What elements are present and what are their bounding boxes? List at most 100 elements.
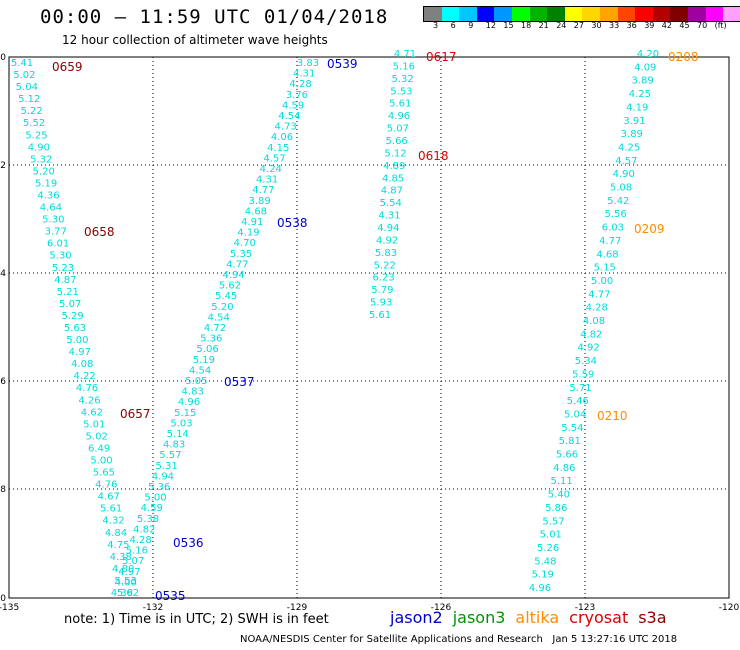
- x-axis-labels: -135 -132 -129 -126 -123 -120: [0, 603, 739, 613]
- wave-height-value: 5.59: [572, 369, 594, 380]
- wave-height-value: 4.26: [78, 395, 100, 406]
- wave-height-value: 5.25: [25, 130, 47, 141]
- wave-height-value: 6.03: [602, 223, 624, 234]
- y-tick-label: 0: [0, 53, 6, 63]
- wave-height-value: 4.73: [275, 122, 297, 133]
- legend-label: 45: [679, 21, 690, 30]
- wave-height-value: 4.87: [54, 275, 76, 286]
- grid-lines: [9, 57, 729, 598]
- legend-label: 15: [503, 21, 514, 30]
- wave-height-value: 5.19: [193, 355, 215, 366]
- wave-height-value: 4.83: [163, 440, 185, 451]
- wave-height-value: 4.31: [378, 211, 400, 222]
- wave-height-value: 5.93: [370, 298, 392, 309]
- pass-time-label: 0535: [155, 589, 186, 603]
- wave-height-value: 4.82: [133, 524, 155, 535]
- satellite-cryosat: cryosat: [569, 608, 629, 627]
- wave-height-value: 4.70: [234, 238, 256, 249]
- wave-height-value: 5.29: [61, 311, 83, 322]
- wave-height-value: 5.86: [545, 503, 567, 514]
- wave-height-value: 4.87: [381, 186, 403, 197]
- wave-height-value: 5.34: [575, 356, 597, 367]
- wave-height-value: 5.02: [86, 431, 108, 442]
- legend-label: 21: [538, 21, 549, 30]
- wave-height-value: 4.96: [388, 111, 410, 122]
- plot-frame: [8, 56, 730, 599]
- wave-height-value: 3.91: [623, 116, 645, 127]
- legend-swatch: [617, 7, 636, 21]
- wave-height-value: 4.15: [267, 143, 289, 154]
- pass-time-label: 0617: [426, 50, 457, 64]
- wave-height-value: 5.45: [215, 291, 237, 302]
- legend-label: 12: [485, 21, 496, 30]
- wave-height-value: 5.66: [556, 450, 578, 461]
- page-title: 00:00 – 11:59 UTC 01/04/2018: [40, 6, 389, 28]
- wave-height-value: 4.68: [596, 249, 618, 260]
- wave-height-value: 5.36: [148, 482, 170, 493]
- credit-text: NOAA/NESDIS Center for Satellite Applica…: [240, 634, 543, 645]
- wave-height-value: 5.00: [66, 335, 88, 346]
- wave-height-value: 4.36: [37, 191, 59, 202]
- wave-height-value: 4.96: [529, 583, 551, 594]
- color-scale-legend: [423, 6, 740, 22]
- wave-height-value: 5.11: [550, 476, 572, 487]
- wave-height-value: 4.54: [208, 312, 230, 323]
- wave-height-value: 5.71: [569, 383, 591, 394]
- wave-height-value: 4.76: [95, 480, 117, 491]
- wave-height-value: 4.77: [252, 185, 274, 196]
- wave-height-value: 5.32: [30, 154, 52, 165]
- pass-time-label: 0538: [277, 216, 308, 230]
- wave-height-value: 5.02: [13, 70, 35, 81]
- legend-swatch: [494, 7, 512, 21]
- legend-label: 27: [573, 21, 584, 30]
- legend-label: 42: [661, 21, 672, 30]
- wave-height-value: 4.59: [141, 503, 163, 514]
- legend-swatch: [599, 7, 618, 21]
- wave-height-value: 5.32: [391, 74, 413, 85]
- legend-swatch: [670, 7, 688, 21]
- footer-credit: NOAA/NESDIS Center for Satellite Applica…: [240, 634, 677, 645]
- timestamp: Jan 5 13:27:16 UTC 2018: [552, 634, 678, 645]
- wave-height-value: 4.00: [115, 577, 137, 588]
- wave-height-value: 4.72: [204, 323, 226, 334]
- wave-height-value: 5.38: [137, 514, 159, 525]
- wave-height-value: 4.31: [293, 69, 315, 80]
- wave-height-value: 5.15: [594, 263, 616, 274]
- satellite-jason3: jason3: [452, 608, 506, 627]
- wave-height-value: 5.57: [159, 450, 181, 461]
- wave-height-value: 5.61: [369, 310, 391, 321]
- wave-height-value: 4.89: [383, 161, 405, 172]
- pass-time-label: 0537: [224, 375, 255, 389]
- wave-height-value: 5.62: [219, 281, 241, 292]
- wave-height-value: 5.30: [42, 215, 64, 226]
- wave-height-value: 4.22: [74, 371, 96, 382]
- legend-label: 39: [644, 21, 655, 30]
- pass-time-label: 0208: [668, 50, 699, 64]
- wave-height-value: 4.25: [629, 89, 651, 100]
- pass-time-label: 0657: [120, 407, 151, 421]
- wave-height-value: 5.04: [564, 409, 586, 420]
- wave-height-value: 4.92: [577, 343, 599, 354]
- pass-time-label: 0210: [597, 409, 628, 423]
- wave-height-value: 4.57: [263, 153, 285, 164]
- wave-height-value: 4.82: [580, 329, 602, 340]
- y-tick-label: -4: [0, 269, 6, 279]
- wave-height-value: 4.19: [237, 228, 259, 239]
- wave-height-value: 5.56: [604, 209, 626, 220]
- legend-label: 9: [468, 21, 474, 30]
- wave-height-value: 5.22: [374, 260, 396, 271]
- legend-swatch: [705, 7, 724, 21]
- wave-height-value: 5.30: [49, 251, 71, 262]
- wave-height-value: 4.08: [583, 316, 605, 327]
- wave-height-value: 5.52: [23, 118, 45, 129]
- wave-height-value: 4.83: [182, 387, 204, 398]
- wave-height-value: 5.41: [11, 58, 33, 69]
- x-tick-label: -123: [575, 603, 595, 613]
- footer-note: note: 1) Time is in UTC; 2) SWH is in fe…: [64, 612, 329, 627]
- wave-height-value: 5.83: [375, 248, 397, 259]
- wave-height-value: 5.07: [59, 299, 81, 310]
- wave-height-value: 4.32: [102, 516, 124, 527]
- wave-height-value: 6.23: [372, 273, 394, 284]
- y-axis-labels: 0 -2 -4 -6 -8 -10: [0, 53, 6, 604]
